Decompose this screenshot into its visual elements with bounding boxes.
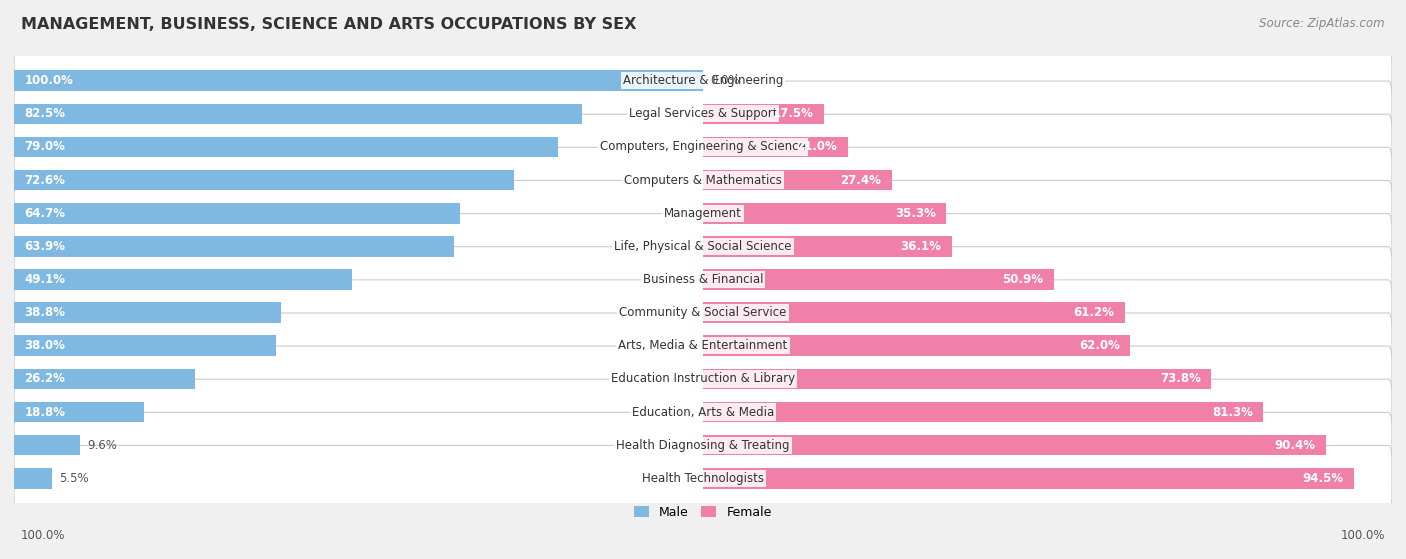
Bar — [14, 435, 80, 456]
Bar — [14, 170, 515, 191]
FancyBboxPatch shape — [14, 181, 1392, 246]
Text: 18.8%: 18.8% — [24, 405, 66, 419]
FancyBboxPatch shape — [14, 346, 1392, 411]
Text: Computers, Engineering & Science: Computers, Engineering & Science — [600, 140, 806, 154]
Bar — [703, 468, 1354, 489]
Text: 72.6%: 72.6% — [24, 174, 65, 187]
Text: Source: ZipAtlas.com: Source: ZipAtlas.com — [1260, 17, 1385, 30]
Text: 100.0%: 100.0% — [1340, 529, 1385, 542]
Text: 63.9%: 63.9% — [24, 240, 66, 253]
FancyBboxPatch shape — [14, 379, 1392, 445]
Bar — [14, 236, 454, 257]
Bar — [14, 103, 582, 124]
Bar — [14, 468, 52, 489]
Bar — [703, 203, 946, 224]
FancyBboxPatch shape — [14, 48, 1392, 113]
Text: 73.8%: 73.8% — [1160, 372, 1201, 385]
Legend: Male, Female: Male, Female — [630, 501, 776, 524]
Bar — [703, 435, 1326, 456]
Text: 100.0%: 100.0% — [21, 529, 66, 542]
Bar — [14, 368, 194, 389]
Text: 26.2%: 26.2% — [24, 372, 65, 385]
Text: Education Instruction & Library: Education Instruction & Library — [612, 372, 794, 385]
Text: 36.1%: 36.1% — [900, 240, 942, 253]
Bar — [14, 302, 281, 323]
Text: Life, Physical & Social Science: Life, Physical & Social Science — [614, 240, 792, 253]
Text: 9.6%: 9.6% — [87, 439, 117, 452]
Bar — [703, 269, 1053, 290]
Text: Arts, Media & Entertainment: Arts, Media & Entertainment — [619, 339, 787, 352]
Text: 100.0%: 100.0% — [24, 74, 73, 87]
Text: Education, Arts & Media: Education, Arts & Media — [631, 405, 775, 419]
Text: 79.0%: 79.0% — [24, 140, 65, 154]
Text: 35.3%: 35.3% — [896, 207, 936, 220]
Bar — [14, 402, 143, 422]
FancyBboxPatch shape — [14, 214, 1392, 279]
Text: MANAGEMENT, BUSINESS, SCIENCE AND ARTS OCCUPATIONS BY SEX: MANAGEMENT, BUSINESS, SCIENCE AND ARTS O… — [21, 17, 637, 32]
FancyBboxPatch shape — [14, 280, 1392, 345]
Text: 49.1%: 49.1% — [24, 273, 66, 286]
Text: 61.2%: 61.2% — [1073, 306, 1115, 319]
Bar — [14, 335, 276, 356]
Bar — [14, 269, 353, 290]
Bar — [703, 137, 848, 157]
Text: Legal Services & Support: Legal Services & Support — [628, 107, 778, 120]
FancyBboxPatch shape — [14, 81, 1392, 146]
FancyBboxPatch shape — [14, 313, 1392, 378]
Bar — [703, 368, 1212, 389]
Text: Business & Financial: Business & Financial — [643, 273, 763, 286]
Text: 0.0%: 0.0% — [710, 74, 740, 87]
Bar — [703, 103, 824, 124]
Text: 27.4%: 27.4% — [841, 174, 882, 187]
Text: Management: Management — [664, 207, 742, 220]
FancyBboxPatch shape — [14, 446, 1392, 511]
Bar — [703, 302, 1125, 323]
Bar — [703, 170, 891, 191]
Bar — [703, 335, 1130, 356]
FancyBboxPatch shape — [14, 247, 1392, 312]
Text: 38.8%: 38.8% — [24, 306, 66, 319]
Bar — [703, 236, 952, 257]
Text: 5.5%: 5.5% — [59, 472, 89, 485]
Text: 21.0%: 21.0% — [797, 140, 838, 154]
Text: 81.3%: 81.3% — [1212, 405, 1253, 419]
Text: 90.4%: 90.4% — [1274, 439, 1316, 452]
Bar — [14, 203, 460, 224]
Bar — [14, 137, 558, 157]
Text: Architecture & Engineering: Architecture & Engineering — [623, 74, 783, 87]
Bar — [703, 402, 1263, 422]
Text: 62.0%: 62.0% — [1078, 339, 1119, 352]
Text: 94.5%: 94.5% — [1302, 472, 1344, 485]
Text: 50.9%: 50.9% — [1002, 273, 1043, 286]
Text: 38.0%: 38.0% — [24, 339, 65, 352]
Text: 17.5%: 17.5% — [772, 107, 813, 120]
Text: Health Technologists: Health Technologists — [643, 472, 763, 485]
Text: Community & Social Service: Community & Social Service — [619, 306, 787, 319]
FancyBboxPatch shape — [14, 148, 1392, 213]
Text: Health Diagnosing & Treating: Health Diagnosing & Treating — [616, 439, 790, 452]
Text: 64.7%: 64.7% — [24, 207, 66, 220]
Bar — [14, 70, 703, 91]
Text: 82.5%: 82.5% — [24, 107, 66, 120]
FancyBboxPatch shape — [14, 114, 1392, 180]
FancyBboxPatch shape — [14, 413, 1392, 478]
Text: Computers & Mathematics: Computers & Mathematics — [624, 174, 782, 187]
